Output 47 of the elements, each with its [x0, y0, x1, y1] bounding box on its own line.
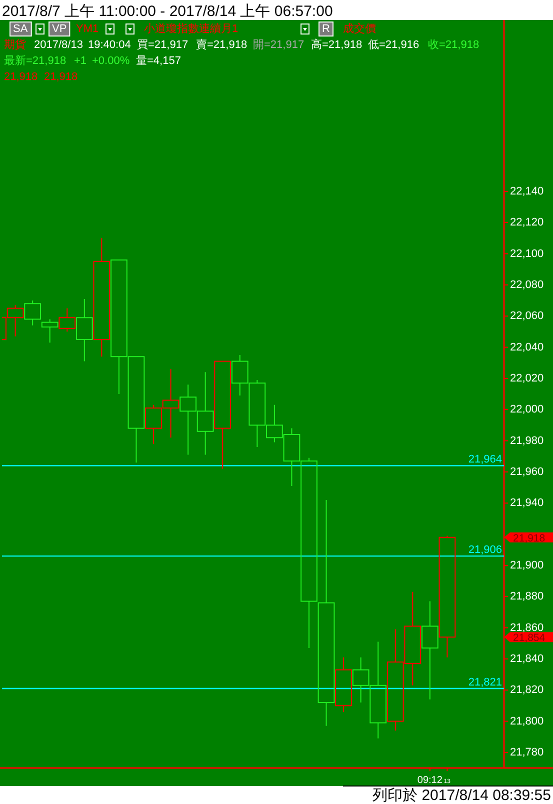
y-tick-label: 22,080 [510, 278, 544, 291]
y-tick-label: 21,960 [510, 466, 544, 478]
annotation: 成交價 [343, 22, 376, 35]
y-tick-label: 22,100 [510, 248, 544, 260]
text: 21,918 [513, 532, 546, 544]
y-tick-label: 21,980 [510, 434, 544, 447]
annotation: YM1 [76, 23, 99, 35]
y-tick-label: 21,860 [510, 622, 544, 634]
annotation: 2017/8/13 [34, 39, 83, 51]
y-tick-label: 21,800 [510, 715, 544, 728]
annotation: SA [13, 23, 28, 35]
ref-line-label: 21,906 [468, 544, 502, 556]
annotation: 買=21,917 [137, 39, 188, 51]
ref-line-label: 21,964 [468, 454, 502, 466]
y-tick-label: 22,140 [510, 185, 544, 198]
y-tick-label: 21,900 [510, 559, 544, 572]
annotation: 低=21,916 [368, 39, 420, 51]
annotation: 最新=21,918 [4, 54, 66, 67]
text: 列印於 2017/8/14 08:39:55 [372, 787, 551, 804]
annotation: 21,918 [4, 71, 38, 83]
annotation: 小道瓊指數連續月1 [144, 22, 238, 35]
annotation: 開=21,917 [253, 39, 304, 51]
annotation: 收=21,918 [428, 39, 480, 51]
annotation: 期貨 [4, 38, 26, 51]
y-tick-label: 22,060 [510, 310, 544, 322]
y-tick-label: 21,840 [510, 652, 544, 665]
annotation: +0.00% [92, 55, 130, 67]
annotation: 高=21,918 [311, 38, 362, 51]
text: 21,854 [513, 632, 546, 644]
annotation: 賣=21,918 [196, 38, 248, 51]
ref-line-label: 21,821 [468, 676, 502, 689]
annotation: 21,918 [44, 71, 78, 83]
annotation: VP [52, 23, 67, 35]
y-tick-label: 21,880 [510, 590, 544, 603]
y-tick-label: 21,940 [510, 497, 544, 510]
annotation: R [322, 23, 330, 35]
annotation: 19:40:04 [88, 39, 131, 51]
y-tick-label: 22,020 [510, 372, 544, 384]
chart-title: 2017/8/7 上午 11:00:00 - 2017/8/14 上午 06:57:00 [2, 3, 333, 20]
x-tick-label: 09:12 [417, 775, 443, 786]
y-tick-label: 21,780 [510, 746, 544, 758]
y-tick-label: 22,120 [510, 216, 544, 229]
annotation: 量=4,157 [136, 55, 181, 67]
y-tick-label: 22,000 [510, 404, 544, 416]
annotation: +1 [74, 55, 87, 67]
y-tick-label: 22,040 [510, 341, 544, 354]
y-tick-label: 21,820 [510, 684, 544, 696]
